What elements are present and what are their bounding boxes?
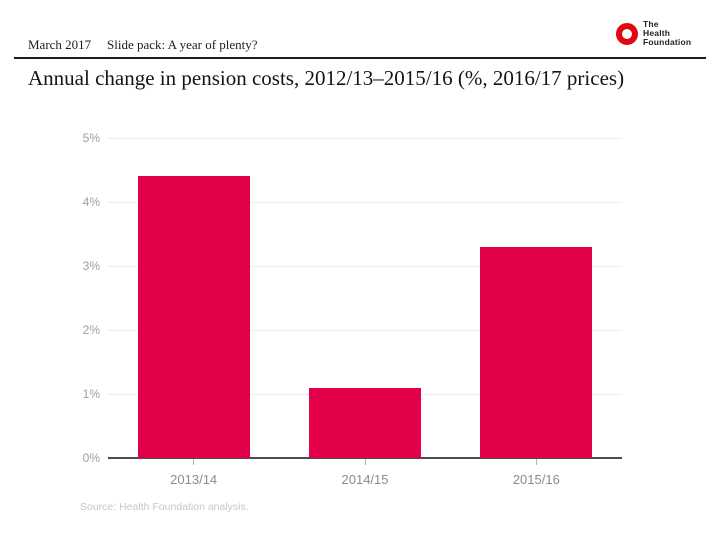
y-axis-label: 1%: [82, 387, 100, 401]
x-axis-label: 2014/15: [341, 472, 389, 487]
x-tick: [364, 459, 366, 465]
bar: [137, 176, 250, 458]
y-axis-label: 5%: [82, 131, 100, 145]
plot-area: 0% 1% 2% 3% 4% 5% 2013/14 2014/15 2015/16: [83, 131, 622, 487]
x-tick: [535, 459, 537, 465]
y-axis-label: 4%: [82, 195, 100, 209]
y-axis-label: 0%: [82, 451, 100, 465]
x-tick: [193, 459, 195, 465]
x-axis-label: 2013/14: [170, 472, 218, 487]
gridline: [108, 201, 622, 203]
bar: [309, 387, 421, 458]
logo-line-3: Foundation: [643, 37, 692, 47]
logo-text: The Health Foundation: [643, 20, 691, 47]
header-divider: [14, 57, 706, 59]
y-axis-label: 3%: [82, 259, 100, 273]
logo-line-2: Health: [643, 28, 671, 38]
gridline: [108, 329, 622, 331]
health-foundation-logo: The Health Foundation: [616, 20, 691, 47]
header-date: March 2017: [28, 37, 92, 52]
y-axis-label: 2%: [82, 323, 100, 337]
header-subtitle: Slide pack: A year of plenty?: [107, 37, 258, 52]
x-axis-line: [108, 457, 622, 459]
source-note: Source: Health Foundation analysis.: [80, 501, 249, 513]
gridline: [108, 265, 622, 267]
logo-ring-icon: [616, 22, 638, 45]
page-title: Annual change in pension costs, 2012/13–…: [28, 66, 625, 90]
x-axis-label: 2015/16: [512, 472, 560, 487]
bar: [480, 246, 593, 458]
logo-line-1: The: [643, 19, 659, 29]
gridline: [108, 137, 622, 139]
